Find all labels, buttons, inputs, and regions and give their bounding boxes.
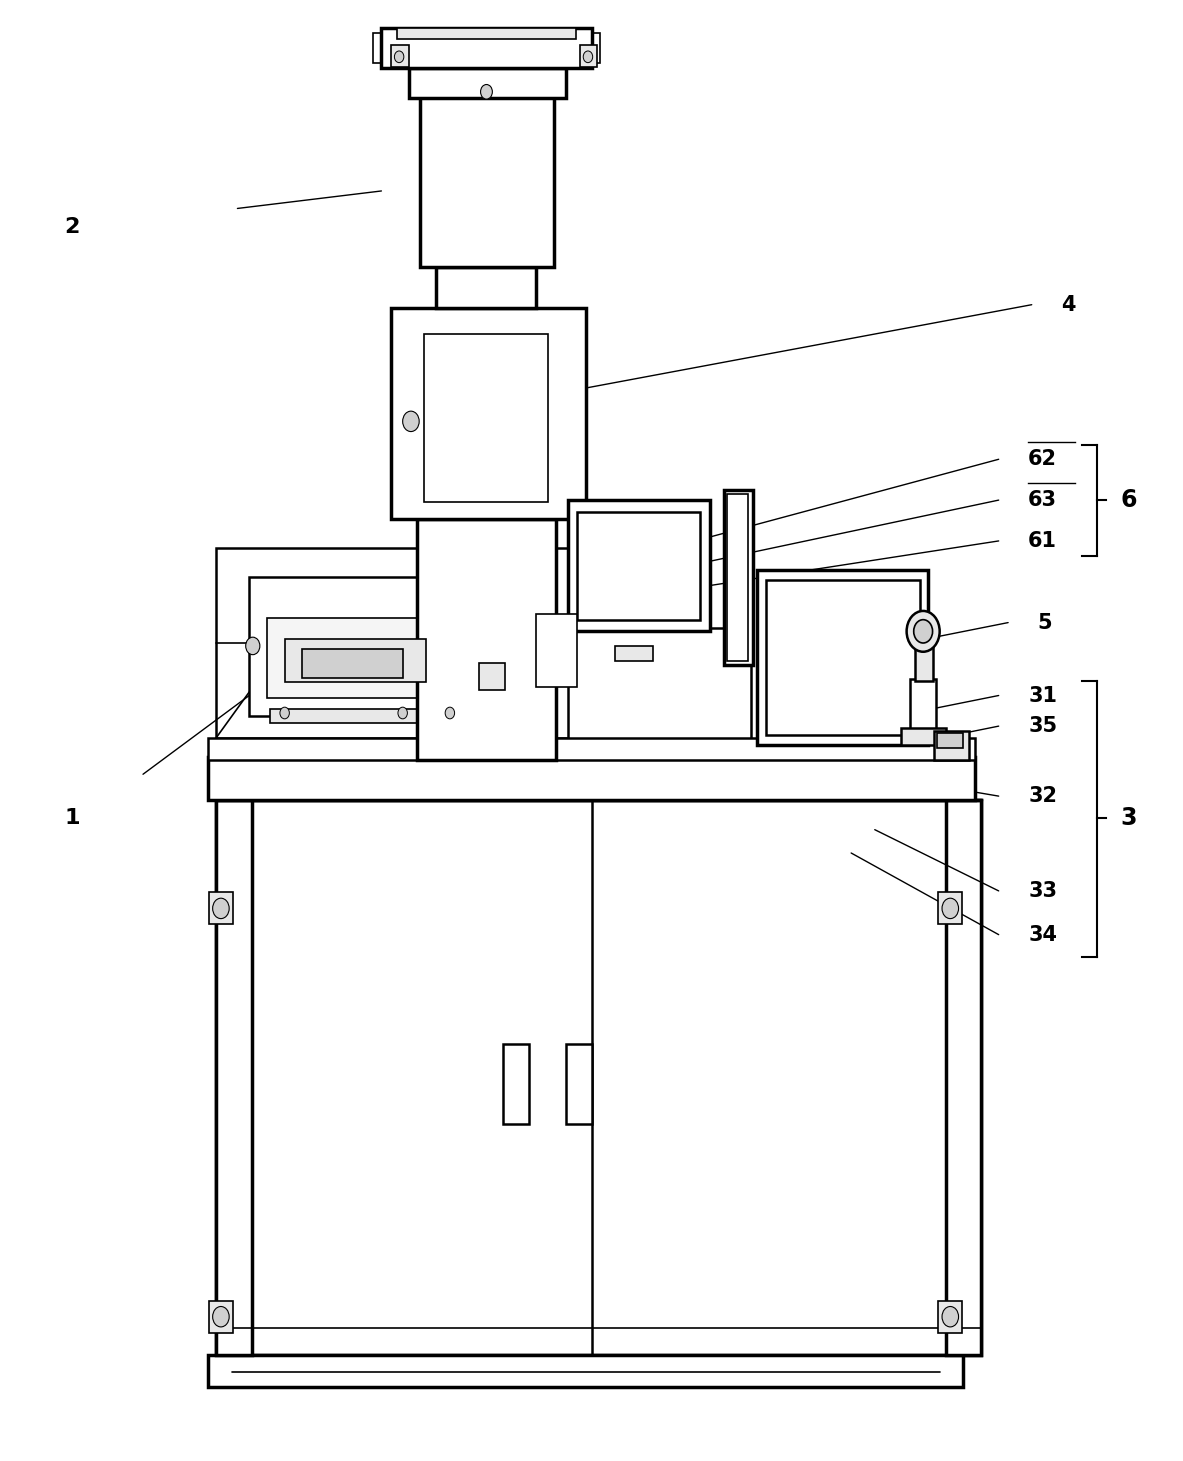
Bar — [208, 738, 975, 760]
Bar — [757, 570, 927, 745]
Bar — [536, 614, 577, 687]
Bar — [479, 663, 505, 690]
Circle shape — [280, 707, 290, 719]
Bar — [209, 893, 233, 925]
Text: 31: 31 — [1028, 685, 1058, 706]
Bar — [728, 494, 749, 660]
Circle shape — [213, 1306, 230, 1327]
Bar — [933, 730, 969, 760]
Circle shape — [397, 707, 407, 719]
Bar — [373, 34, 600, 63]
Text: 3: 3 — [1120, 806, 1137, 830]
Text: 63: 63 — [1028, 489, 1058, 510]
Bar — [208, 1354, 963, 1386]
Bar — [381, 28, 592, 69]
Text: 33: 33 — [1028, 881, 1058, 901]
Bar — [267, 618, 467, 698]
Bar — [271, 709, 453, 723]
Bar — [250, 577, 532, 716]
Circle shape — [445, 707, 454, 719]
Bar — [208, 757, 975, 801]
Text: 5: 5 — [1037, 612, 1052, 633]
Bar — [568, 628, 751, 745]
Circle shape — [480, 85, 492, 99]
Bar — [503, 1045, 529, 1124]
Bar — [390, 308, 586, 519]
Bar — [420, 92, 554, 267]
Bar — [435, 267, 536, 308]
Text: 2: 2 — [65, 218, 80, 238]
Circle shape — [906, 611, 939, 652]
Text: 1: 1 — [64, 808, 80, 828]
Circle shape — [942, 899, 958, 919]
Bar — [209, 1300, 233, 1332]
Bar — [565, 1045, 592, 1124]
Bar — [396, 28, 576, 39]
Bar — [724, 489, 754, 665]
Bar — [568, 500, 710, 631]
Bar — [945, 801, 981, 1354]
Bar — [285, 638, 426, 682]
Circle shape — [583, 51, 593, 63]
Bar — [615, 646, 653, 660]
Text: 35: 35 — [1028, 716, 1058, 736]
Bar — [900, 728, 945, 745]
Bar — [937, 733, 963, 748]
Circle shape — [913, 619, 932, 643]
Text: 62: 62 — [1028, 450, 1058, 469]
Circle shape — [246, 637, 260, 655]
Text: 34: 34 — [1028, 925, 1058, 945]
Bar — [303, 649, 402, 678]
Text: 32: 32 — [1028, 786, 1058, 806]
Bar — [580, 45, 597, 67]
Bar — [216, 548, 594, 738]
Bar — [938, 893, 962, 925]
Circle shape — [394, 51, 403, 63]
Bar — [216, 801, 981, 1354]
Text: 6: 6 — [1120, 488, 1137, 513]
Text: 4: 4 — [1061, 295, 1075, 314]
Bar — [577, 511, 700, 619]
Bar — [910, 679, 936, 738]
Bar — [424, 335, 548, 501]
Bar — [914, 637, 932, 681]
Bar — [216, 801, 252, 1354]
Circle shape — [531, 637, 545, 655]
Circle shape — [402, 411, 419, 431]
Circle shape — [213, 899, 230, 919]
Bar — [767, 580, 919, 735]
Bar — [390, 45, 408, 67]
Bar — [416, 519, 556, 760]
Bar — [408, 69, 565, 98]
Circle shape — [942, 1306, 958, 1327]
Text: 61: 61 — [1028, 530, 1058, 551]
Bar — [938, 1300, 962, 1332]
